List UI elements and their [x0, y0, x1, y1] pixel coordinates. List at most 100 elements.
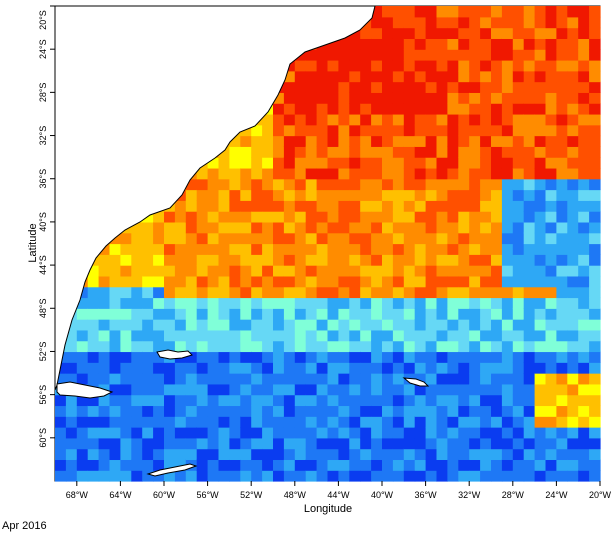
heatmap-cell	[480, 243, 492, 255]
heatmap-cell	[469, 16, 481, 29]
heatmap-cell	[491, 340, 503, 353]
heatmap-cell	[196, 373, 209, 385]
heatmap-cell	[523, 135, 536, 147]
x-tick-label: 32°W	[458, 490, 481, 500]
heatmap-cell	[425, 329, 438, 342]
heatmap-cell	[436, 308, 448, 320]
heatmap-cell	[534, 265, 547, 277]
heatmap-cell	[240, 211, 252, 223]
heatmap-cell	[294, 103, 307, 115]
heatmap-cell	[589, 49, 601, 61]
heatmap-cell	[371, 146, 383, 158]
heatmap-cell	[327, 308, 339, 320]
heatmap-cell	[382, 70, 394, 83]
heatmap-cell	[338, 308, 350, 320]
heatmap-cell	[371, 470, 383, 482]
heatmap-cell	[273, 297, 285, 309]
heatmap-cell	[382, 221, 394, 234]
heatmap-cell	[425, 189, 438, 201]
heatmap-cell	[174, 297, 187, 309]
heatmap-cell	[251, 351, 263, 363]
heatmap-cell	[382, 427, 394, 439]
heatmap-cell	[229, 286, 241, 299]
heatmap-cell	[589, 232, 601, 245]
heatmap-cell	[164, 221, 176, 234]
heatmap-cell	[120, 416, 132, 428]
heatmap-cell	[305, 427, 318, 439]
heatmap-cell	[425, 211, 438, 223]
heatmap-cell	[501, 319, 514, 331]
heatmap-cell	[229, 373, 241, 385]
heatmap-cell	[414, 319, 427, 331]
heatmap-cell	[589, 167, 601, 180]
heatmap-cell	[262, 232, 274, 245]
heatmap-cell	[447, 27, 459, 39]
heatmap-cell	[578, 362, 590, 374]
heatmap-cell	[196, 254, 209, 266]
heatmap-cell	[545, 416, 557, 428]
heatmap-cell	[534, 232, 547, 245]
heatmap-cell	[283, 275, 296, 288]
heatmap-cell	[87, 470, 100, 482]
heatmap-cell	[120, 427, 132, 439]
heatmap-cell	[403, 146, 416, 158]
heatmap-cell	[491, 103, 503, 115]
heatmap-cell	[556, 221, 568, 234]
heatmap-cell	[338, 373, 350, 385]
heatmap-cell	[174, 470, 187, 482]
heatmap-cell	[142, 254, 154, 266]
heatmap-cell	[392, 6, 405, 18]
heatmap-cell	[545, 437, 557, 450]
heatmap-cell	[371, 189, 383, 201]
heatmap-cell	[218, 448, 230, 461]
heatmap-cell	[316, 275, 329, 288]
heatmap-cell	[142, 427, 154, 439]
heatmap-cell	[469, 329, 481, 342]
heatmap-cell	[534, 437, 547, 450]
heatmap-cell	[207, 178, 220, 191]
heatmap-cell	[327, 167, 339, 180]
heatmap-cell	[567, 243, 579, 255]
heatmap-cell	[229, 167, 241, 180]
x-tick-label: 68°W	[66, 490, 89, 500]
heatmap-cell	[414, 189, 427, 201]
heatmap-cell	[491, 49, 503, 61]
heatmap-cell	[392, 38, 405, 50]
heatmap-cell	[589, 70, 601, 83]
heatmap-cell	[316, 211, 329, 223]
heatmap-cell	[382, 383, 394, 396]
heatmap-cell	[349, 211, 361, 223]
y-tick-label: 56°S	[38, 385, 48, 405]
heatmap-cell	[153, 232, 165, 245]
heatmap-cell	[567, 124, 579, 137]
heatmap-cell	[447, 448, 459, 461]
heatmap-cell	[360, 427, 372, 439]
heatmap-cell	[196, 243, 209, 255]
heatmap-cell	[501, 373, 514, 385]
heatmap-cell	[589, 146, 601, 158]
heatmap-cell	[305, 167, 318, 180]
heatmap-cell	[567, 470, 579, 482]
heatmap-cell	[360, 81, 372, 93]
heatmap-cell	[458, 405, 470, 417]
heatmap-cell	[382, 135, 394, 147]
heatmap-cell	[523, 146, 536, 158]
heatmap-cell	[458, 49, 470, 61]
heatmap-cell	[480, 38, 492, 50]
heatmap-cell	[251, 405, 263, 417]
heatmap-cell	[436, 6, 448, 18]
heatmap-cell	[185, 373, 198, 385]
heatmap-cell	[501, 221, 514, 234]
heatmap-cell	[436, 329, 448, 342]
heatmap-cell	[458, 373, 470, 385]
heatmap-cell	[382, 243, 394, 255]
heatmap-cell	[567, 49, 579, 61]
heatmap-cell	[305, 59, 318, 72]
heatmap-cell	[491, 362, 503, 374]
heatmap-cell	[589, 16, 601, 29]
heatmap-cell	[218, 319, 230, 331]
heatmap-cell	[262, 448, 274, 461]
heatmap-cell	[589, 319, 601, 331]
heatmap-cell	[196, 470, 209, 482]
heatmap-cell	[283, 157, 296, 169]
